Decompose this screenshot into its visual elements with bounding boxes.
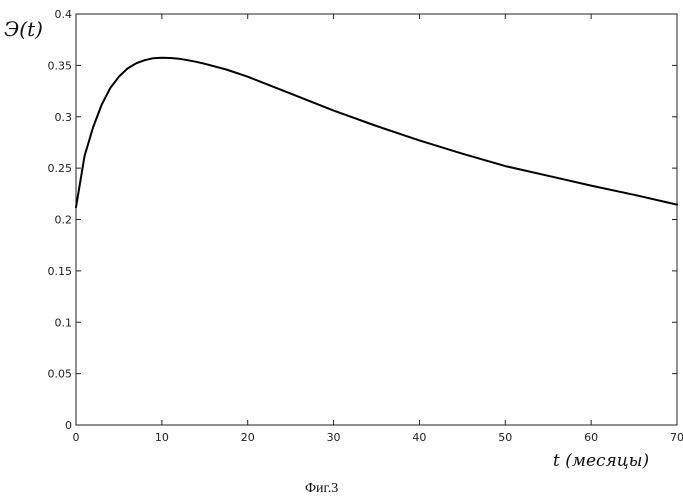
y-tick-label: 0.15 xyxy=(48,265,73,278)
y-tick-label: 0.3 xyxy=(55,111,73,124)
x-tick-label: 50 xyxy=(498,431,512,444)
y-tick-label: 0.35 xyxy=(48,59,73,72)
x-tick-label: 0 xyxy=(73,431,80,444)
x-tick-label: 40 xyxy=(412,431,426,444)
x-tick-label: 30 xyxy=(327,431,341,444)
x-tick-label: 20 xyxy=(241,431,255,444)
y-tick-label: 0.25 xyxy=(48,162,73,175)
y-tick-label: 0.4 xyxy=(55,8,73,21)
x-tick-label: 10 xyxy=(155,431,169,444)
y-tick-label: 0 xyxy=(65,419,72,432)
y-tick-label: 0.1 xyxy=(55,316,73,329)
axis-ticks xyxy=(76,14,677,425)
x-axis-label: t (месяцы) xyxy=(553,451,649,471)
axis-tick-labels: 0 10 20 30 40 50 60 70 0 0.05 0.1 0.15 0.2 0.25 0.3 0.3… xyxy=(48,8,683,444)
plot-frame xyxy=(76,14,677,425)
figure-caption: Фиг.3 xyxy=(305,481,338,496)
y-axis-label: Э(t) xyxy=(4,17,43,41)
y-tick-label: 0.05 xyxy=(48,368,73,381)
x-tick-label: 70 xyxy=(670,431,683,444)
series-line xyxy=(76,58,677,208)
y-tick-label: 0.2 xyxy=(55,214,73,227)
x-tick-label: 60 xyxy=(584,431,598,444)
